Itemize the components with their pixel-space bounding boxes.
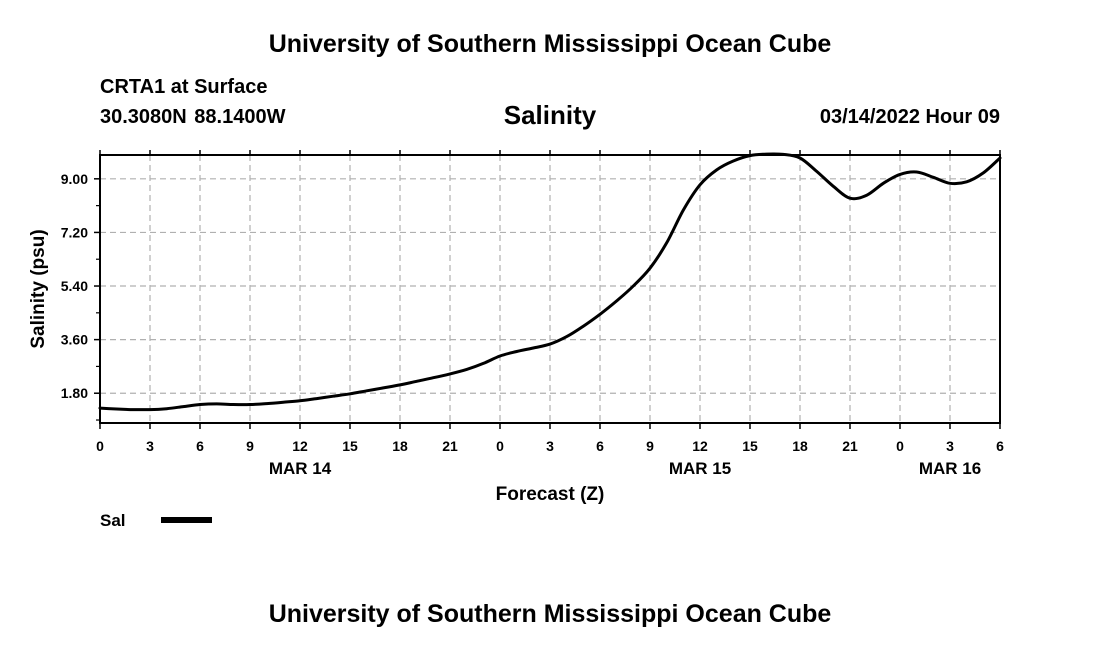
x-tick-label: 3 xyxy=(146,438,154,454)
x-tick-label: 0 xyxy=(896,438,904,454)
x-tick-label: 18 xyxy=(792,438,808,454)
x-tick-label: 0 xyxy=(496,438,504,454)
x-tick-label: 9 xyxy=(246,438,254,454)
x-tick-label: 15 xyxy=(742,438,758,454)
axis-labels: 0 3 6 9 12 15 18 21 0 3 6 9 12 15 18 21 0 3 6 1.80 3.60 5.40 7… xyxy=(61,171,1004,478)
station-coordinates: 30.3080N 88.1400W xyxy=(100,106,286,128)
date-label: MAR 16 xyxy=(919,459,981,478)
axis-ticks xyxy=(94,150,1001,429)
x-tick-label: 15 xyxy=(342,438,358,454)
x-tick-label: 12 xyxy=(292,438,308,454)
x-tick-label: 6 xyxy=(596,438,604,454)
y-axis-label: Salinity (psu) xyxy=(28,229,49,348)
y-tick-label: 1.80 xyxy=(61,385,88,401)
x-tick-label: 9 xyxy=(646,438,654,454)
y-tick-label: 3.60 xyxy=(61,332,88,348)
x-tick-label: 6 xyxy=(196,438,204,454)
chart-main-title: University of Southern Mississippi Ocean… xyxy=(268,30,832,58)
date-label: MAR 14 xyxy=(269,459,332,478)
grid-lines xyxy=(100,155,1000,423)
y-tick-label: 7.20 xyxy=(61,224,88,240)
x-tick-label: 3 xyxy=(546,438,554,454)
x-tick-label: 0 xyxy=(96,438,104,454)
station-name: CRTA1 at Surface xyxy=(100,76,268,98)
footer-title: University of Southern Mississippi Ocean… xyxy=(268,600,832,628)
legend-label-sal: Sal xyxy=(100,511,126,530)
x-tick-label: 6 xyxy=(996,438,1004,454)
forecast-timestamp: 03/14/2022 Hour 09 xyxy=(819,106,1000,128)
date-label: MAR 15 xyxy=(669,459,731,478)
x-tick-label: 21 xyxy=(842,438,858,454)
series-line-sal xyxy=(98,152,1002,412)
x-tick-label: 3 xyxy=(946,438,954,454)
chart-subtitle: Salinity xyxy=(503,100,597,130)
y-tick-label: 5.40 xyxy=(61,278,88,294)
x-axis-label: Forecast (Z) xyxy=(496,484,605,505)
x-tick-label: 12 xyxy=(692,438,708,454)
x-tick-label: 21 xyxy=(442,438,458,454)
y-tick-label: 9.00 xyxy=(61,171,88,187)
plot-frame xyxy=(99,154,1001,424)
x-tick-label: 18 xyxy=(392,438,408,454)
